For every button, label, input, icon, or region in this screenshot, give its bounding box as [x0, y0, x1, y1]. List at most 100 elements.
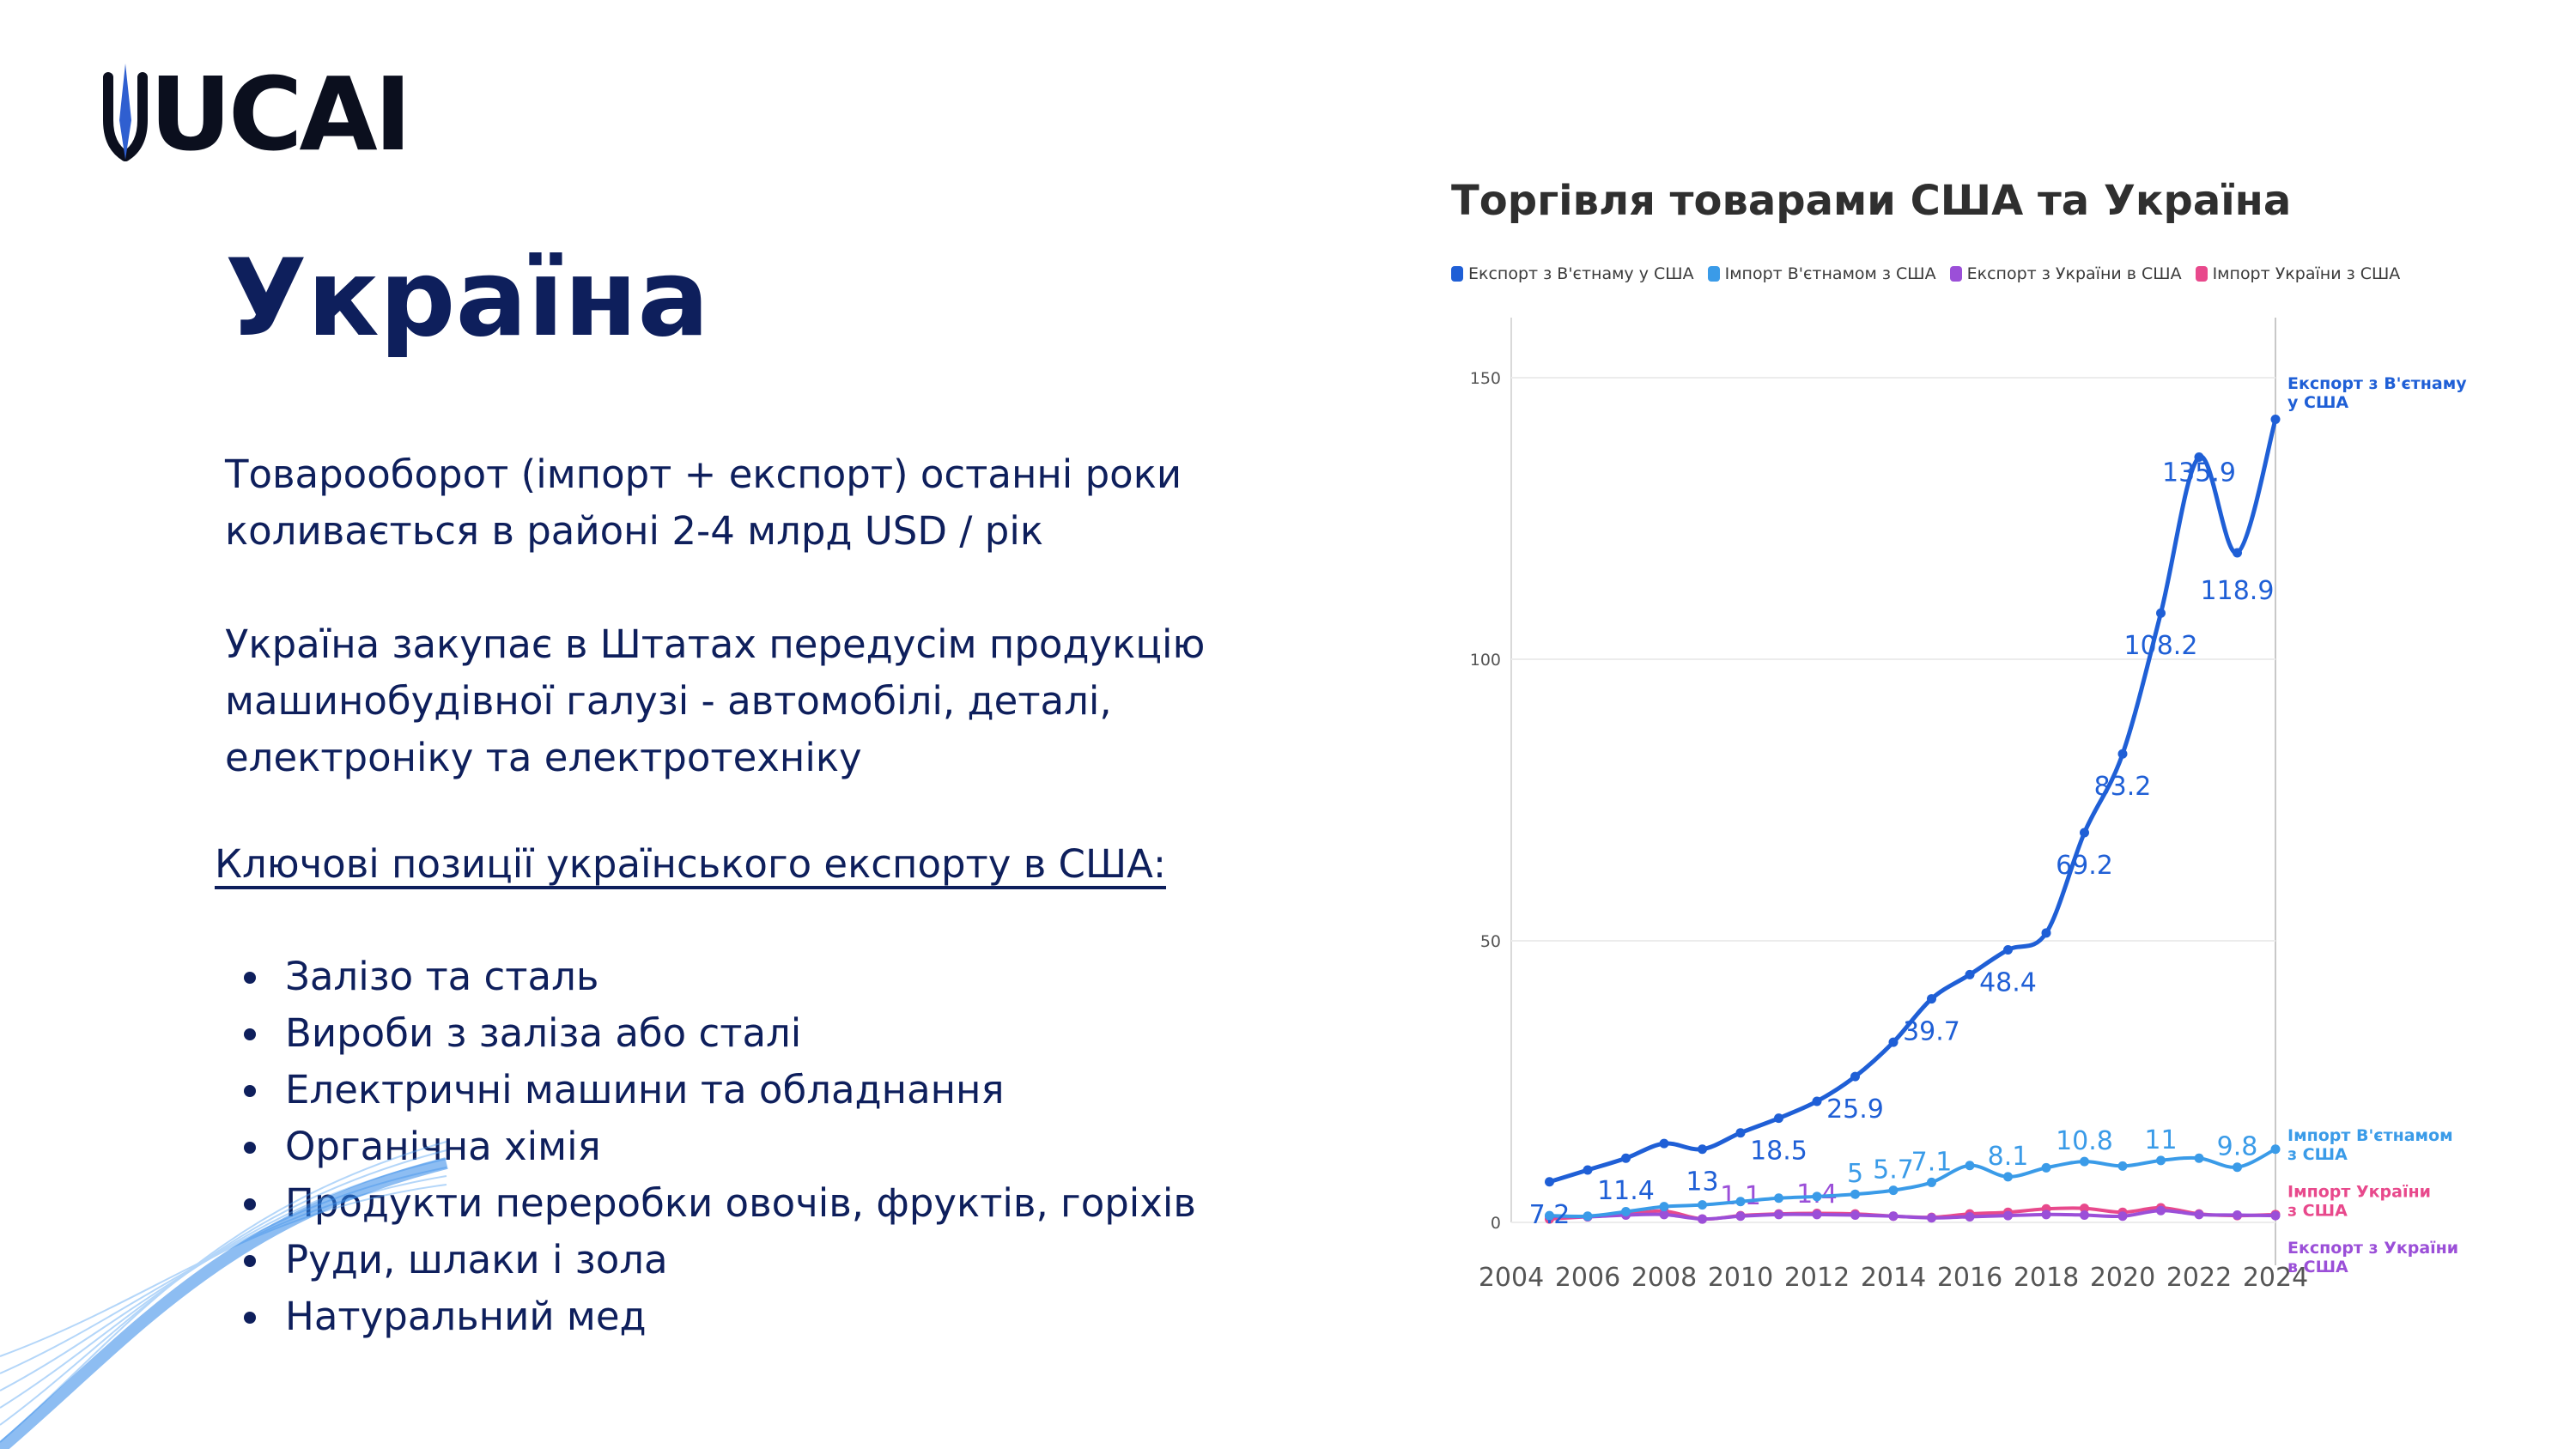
- data-label: 135.9: [2162, 458, 2236, 488]
- end-label-line: з США: [2287, 1201, 2348, 1220]
- data-point: [1659, 1210, 1669, 1220]
- data-point: [2156, 1205, 2166, 1216]
- y-tick-label: 0: [1491, 1214, 1501, 1233]
- bullet-item: Вироби з заліза або сталі: [215, 1005, 1196, 1062]
- data-point: [1545, 1177, 1554, 1187]
- x-tick-label: 2024: [2243, 1263, 2308, 1293]
- legend-swatch: [1707, 266, 1720, 282]
- data-point: [1927, 1177, 1936, 1187]
- data-point: [1850, 1189, 1860, 1199]
- data-label: 5: [1847, 1159, 1863, 1189]
- data-label: 10.8: [2056, 1126, 2113, 1156]
- bullet-item: Руди, шлаки і зола: [215, 1232, 1196, 1288]
- end-label-line: Експорт з В'єтнаму: [2287, 374, 2467, 393]
- series-end-label: Імпорт України з США: [2287, 1182, 2431, 1220]
- series-end-label: Експорт з В'єтнаму у США: [2287, 374, 2467, 412]
- legend-item[interactable]: Імпорт В'єтнамом з США: [1707, 264, 1936, 283]
- data-point: [2194, 1153, 2204, 1163]
- y-tick-label: 150: [1470, 369, 1501, 388]
- legend-label: Експорт з України в США: [1966, 264, 2182, 283]
- data-point: [1850, 1210, 1860, 1220]
- data-label: 118.9: [2201, 576, 2275, 606]
- x-tick-label: 2006: [1555, 1263, 1620, 1293]
- end-label-line: Експорт з України: [2287, 1239, 2458, 1258]
- data-label: 13: [1686, 1167, 1718, 1197]
- data-point: [1888, 1037, 1899, 1047]
- data-point: [1965, 1161, 1975, 1171]
- data-point: [2003, 1210, 2013, 1221]
- end-label-line: у США: [2287, 393, 2348, 412]
- x-tick-label: 2008: [1631, 1263, 1697, 1293]
- data-point: [1659, 1202, 1669, 1212]
- data-point: [1735, 1197, 1746, 1207]
- data-point: [2233, 1210, 2242, 1220]
- data-point: [2003, 1172, 2013, 1182]
- legend-item[interactable]: Експорт з В'єтнаму у США: [1451, 264, 1694, 283]
- bullet-item: Залізо та сталь: [215, 949, 1196, 1005]
- data-point: [1888, 1211, 1899, 1222]
- export-subheading: Ключові позиції українського експорту в …: [215, 841, 1167, 887]
- x-tick-label: 2018: [2014, 1263, 2079, 1293]
- data-point: [1774, 1210, 1783, 1220]
- legend-item[interactable]: Імпорт України з США: [2195, 264, 2400, 283]
- data-label: 18.5: [1750, 1137, 1807, 1167]
- series-end-label: Імпорт В'єтнамом з США: [2287, 1126, 2453, 1164]
- trident-icon: [103, 64, 148, 161]
- data-point: [1621, 1207, 1631, 1217]
- data-point: [2233, 548, 2242, 558]
- series-end-label: Експорт з України в США: [2287, 1239, 2458, 1276]
- data-label: 83.2: [2094, 772, 2152, 802]
- data-label: 11.4: [1597, 1176, 1655, 1206]
- data-label: 25.9: [1826, 1094, 1884, 1125]
- data-label: 69.2: [2056, 851, 2113, 881]
- x-tick-label: 2022: [2166, 1263, 2232, 1293]
- logo-text: UCAI: [149, 55, 412, 173]
- data-label: 7.1: [1911, 1147, 1953, 1177]
- legend-item[interactable]: Експорт з України в США: [1949, 264, 2182, 283]
- slide-title: Україна: [225, 237, 710, 361]
- data-point: [2270, 1144, 2281, 1155]
- data-point: [2080, 1203, 2089, 1214]
- x-tick-label: 2020: [2090, 1263, 2155, 1293]
- end-label-line: Імпорт України: [2287, 1182, 2431, 1201]
- data-point: [2080, 1210, 2089, 1220]
- data-point: [1965, 969, 1975, 979]
- data-point: [2041, 928, 2051, 938]
- data-label: 5.7: [1873, 1155, 1914, 1185]
- bullet-item: Натуральний мед: [215, 1288, 1196, 1345]
- data-point: [1927, 1213, 1936, 1223]
- data-point: [2117, 749, 2128, 759]
- data-point: [2041, 1162, 2051, 1173]
- data-point: [1735, 1128, 1746, 1138]
- data-point: [1698, 1144, 1707, 1155]
- x-tick-label: 2016: [1937, 1263, 2002, 1293]
- legend-swatch: [1451, 266, 1463, 282]
- data-label: 1.1: [1720, 1181, 1761, 1211]
- legend-label: Імпорт В'єтнамом з США: [1724, 264, 1936, 283]
- data-label: 8.1: [1988, 1142, 2029, 1172]
- data-point: [1888, 1185, 1899, 1196]
- x-tick-label: 2004: [1479, 1263, 1544, 1293]
- data-point: [1583, 1211, 1593, 1222]
- data-point: [1698, 1214, 1707, 1224]
- ucai-logo: UCAI: [100, 60, 412, 165]
- data-point: [2080, 1156, 2089, 1167]
- bullet-item: Електричні машини та обладнання: [215, 1062, 1196, 1119]
- data-point: [1812, 1096, 1822, 1106]
- data-point: [1850, 1071, 1860, 1082]
- data-point: [1621, 1153, 1631, 1163]
- data-point: [1927, 994, 1936, 1004]
- decorative-wave: [0, 1141, 448, 1449]
- bullet-item: Продукти переробки овочів, фруктів, горі…: [215, 1175, 1196, 1232]
- data-point: [1774, 1193, 1783, 1203]
- data-label: 9.8: [2217, 1132, 2258, 1162]
- data-point: [2156, 1155, 2166, 1166]
- data-point: [2194, 1210, 2204, 1220]
- data-point: [2117, 1161, 2128, 1171]
- data-point: [2233, 1162, 2242, 1173]
- data-point: [1735, 1211, 1746, 1222]
- data-point: [1774, 1113, 1783, 1124]
- legend-label: Експорт з В'єтнаму у США: [1468, 264, 1694, 283]
- data-point: [2041, 1210, 2051, 1220]
- data-label: 48.4: [1979, 967, 2037, 997]
